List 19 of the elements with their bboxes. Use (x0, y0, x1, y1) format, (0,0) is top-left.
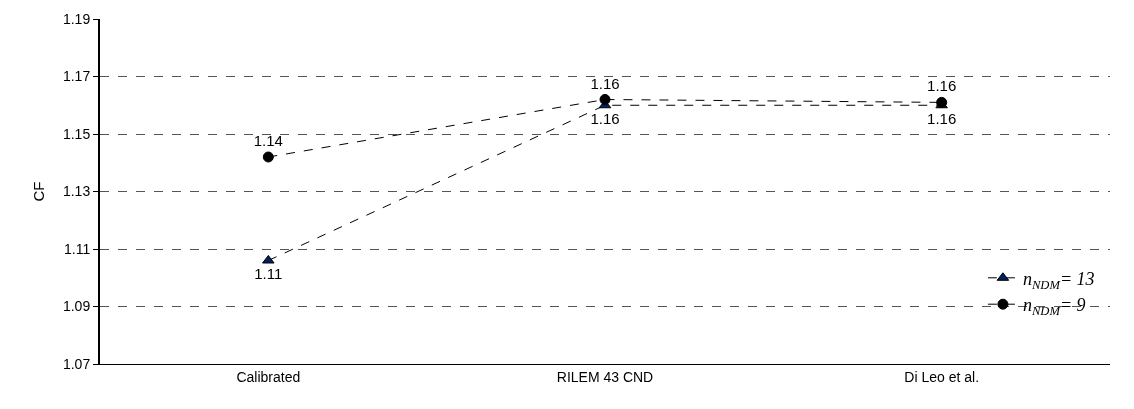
y-tick-label: 1.07 (62, 355, 91, 372)
data-label: 1.16 (927, 77, 957, 95)
data-label: 1.11 (254, 265, 283, 282)
legend-label: n$_{NDM}$= 13 (1022, 268, 1095, 292)
x-tick-label: Di Leo et al. (904, 368, 980, 385)
data-label: 1.14 (253, 132, 283, 149)
y-axis-title: CF (29, 181, 47, 202)
x-tick-label: RILEM 43 CND (556, 368, 654, 385)
y-tick-label: 1.09 (62, 298, 91, 315)
data-label: 1.16 (927, 109, 957, 127)
data-label: 1.16 (590, 109, 620, 127)
y-tick-label: 1.17 (62, 68, 91, 85)
legend-label: n$_{NDM}$= 9 (1022, 295, 1086, 318)
y-tick-label: 1.13 (62, 183, 91, 200)
y-tick-label: 1.19 (62, 10, 91, 27)
y-tick-label: 1.11 (63, 240, 91, 257)
data-label: 1.16 (590, 74, 620, 92)
x-tick-label: Calibrated (236, 368, 301, 385)
y-tick-label: 1.15 (62, 125, 91, 142)
